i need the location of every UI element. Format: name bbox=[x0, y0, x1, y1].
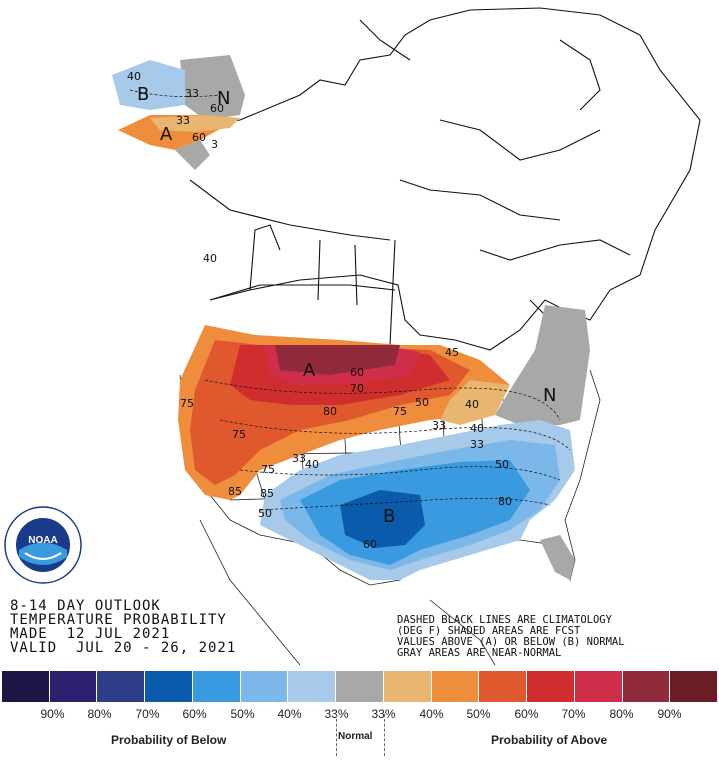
contour-label: 33 bbox=[470, 438, 484, 451]
legend-swatch bbox=[431, 671, 480, 702]
region-label: N bbox=[217, 88, 230, 109]
legend-percent-label: 50% bbox=[466, 707, 491, 721]
legend-percent-label: 50% bbox=[230, 707, 255, 721]
legend-swatch bbox=[479, 671, 528, 702]
contour-label: 60 bbox=[192, 131, 206, 144]
legend-swatch bbox=[383, 671, 432, 702]
contour-label: 33 bbox=[292, 452, 306, 465]
plains-above-90 bbox=[275, 345, 400, 375]
contour-label: 40 bbox=[465, 398, 479, 411]
legend-percent-label: 80% bbox=[87, 707, 112, 721]
note-line: DASHED BLACK LINES ARE CLIMATOLOGY bbox=[397, 614, 612, 626]
contour-label: 60 bbox=[363, 538, 377, 551]
legend-swatch bbox=[288, 671, 337, 702]
legend-percent-label: 40% bbox=[277, 707, 302, 721]
outlook-title: 8-14 DAY OUTLOOK bbox=[10, 598, 161, 614]
contour-label: 50 bbox=[495, 458, 509, 471]
contour-label: 33 bbox=[176, 114, 190, 127]
ak-gray-south bbox=[175, 140, 210, 170]
contour-label: 40 bbox=[305, 458, 319, 471]
contour-label: 60 bbox=[350, 366, 364, 379]
contour-label: 40 bbox=[470, 422, 484, 435]
contour-label: 40 bbox=[127, 70, 141, 83]
outlook-subtitle: TEMPERATURE PROBABILITY bbox=[10, 612, 227, 628]
legend-swatch bbox=[49, 671, 98, 702]
contour-label: 60 bbox=[210, 102, 224, 115]
contour-label: 75 bbox=[393, 405, 407, 418]
below-caption: Probability of Below bbox=[111, 733, 227, 747]
contour-label: 85 bbox=[260, 487, 274, 500]
contour-label: 45 bbox=[445, 346, 459, 359]
fl-normal bbox=[540, 535, 575, 580]
legend-swatch bbox=[192, 671, 241, 702]
note-line: GRAY AREAS ARE NEAR-NORMAL bbox=[397, 647, 562, 659]
land-outlines bbox=[189, 7, 701, 351]
legend-swatch bbox=[336, 671, 384, 702]
region-label: B bbox=[383, 506, 395, 527]
outlook-map: B N A A B N 40 33 60 33 60 3 60 70 80 75… bbox=[112, 7, 701, 666]
valid-dates: VALID JUL 20 - 26, 2021 bbox=[10, 640, 237, 656]
climatology-lines bbox=[129, 89, 571, 511]
region-label: N bbox=[543, 385, 556, 406]
contour-labels: 40 33 60 33 60 3 60 70 80 75 50 75 40 45… bbox=[127, 70, 512, 551]
legend-swatch bbox=[145, 671, 193, 702]
contour-label: 75 bbox=[232, 428, 246, 441]
note-line: VALUES ABOVE (A) OR BELOW (B) NORMAL bbox=[397, 636, 625, 648]
contour-label: 3 bbox=[211, 138, 218, 151]
legend-percent-label: 90% bbox=[40, 707, 65, 721]
contour-label: 85 bbox=[228, 485, 242, 498]
legend-swatch bbox=[574, 671, 623, 702]
normal-divider bbox=[336, 714, 337, 756]
normal-caption: Normal bbox=[338, 731, 373, 742]
legend-color-bar bbox=[2, 671, 719, 702]
legend-percent-label: 80% bbox=[609, 707, 634, 721]
probability-shading bbox=[112, 55, 590, 580]
contour-label: 80 bbox=[498, 495, 512, 508]
contour-label: 75 bbox=[261, 463, 275, 476]
legend-percent-label: 60% bbox=[182, 707, 207, 721]
contour-label: 80 bbox=[323, 405, 337, 418]
legend-percent-label: 70% bbox=[135, 707, 160, 721]
legend-percent-label: 70% bbox=[561, 707, 586, 721]
ne-above-40 bbox=[440, 380, 510, 425]
contour-label: 70 bbox=[350, 382, 364, 395]
legend-swatch bbox=[670, 671, 719, 702]
region-labels: B N A A B N bbox=[137, 84, 556, 527]
ak-below-area bbox=[112, 60, 185, 110]
region-label: A bbox=[303, 360, 316, 381]
note-line: (DEG F) SHADED AREAS ARE FCST bbox=[397, 625, 581, 637]
region-label: B bbox=[137, 84, 149, 105]
legend-swatch bbox=[97, 671, 146, 702]
noaa-wordmark: NOAA bbox=[28, 535, 57, 546]
legend-swatch bbox=[527, 671, 575, 702]
ne-normal-area bbox=[495, 305, 590, 425]
contour-label: 40 bbox=[203, 252, 217, 265]
legend-percent-label: 33% bbox=[371, 707, 396, 721]
normal-divider bbox=[384, 714, 385, 756]
legend-percent-label: 60% bbox=[514, 707, 539, 721]
ak-normal-area bbox=[180, 55, 245, 120]
noaa-logo: NOAA bbox=[4, 506, 82, 584]
contour-label: 50 bbox=[258, 507, 272, 520]
legend-swatch bbox=[622, 671, 671, 702]
made-date: MADE 12 JUL 2021 bbox=[10, 626, 171, 642]
legend-swatch bbox=[240, 671, 289, 702]
legend-percent-label: 90% bbox=[657, 707, 682, 721]
contour-label: 75 bbox=[180, 397, 194, 410]
region-label: A bbox=[160, 124, 173, 145]
legend-swatch bbox=[2, 671, 50, 702]
above-caption: Probability of Above bbox=[491, 733, 608, 747]
ak-above-40 bbox=[150, 115, 240, 132]
legend-percent-label: 40% bbox=[419, 707, 444, 721]
contour-label: 50 bbox=[415, 396, 429, 409]
contour-label: 33 bbox=[432, 419, 446, 432]
contour-label: 33 bbox=[185, 87, 199, 100]
